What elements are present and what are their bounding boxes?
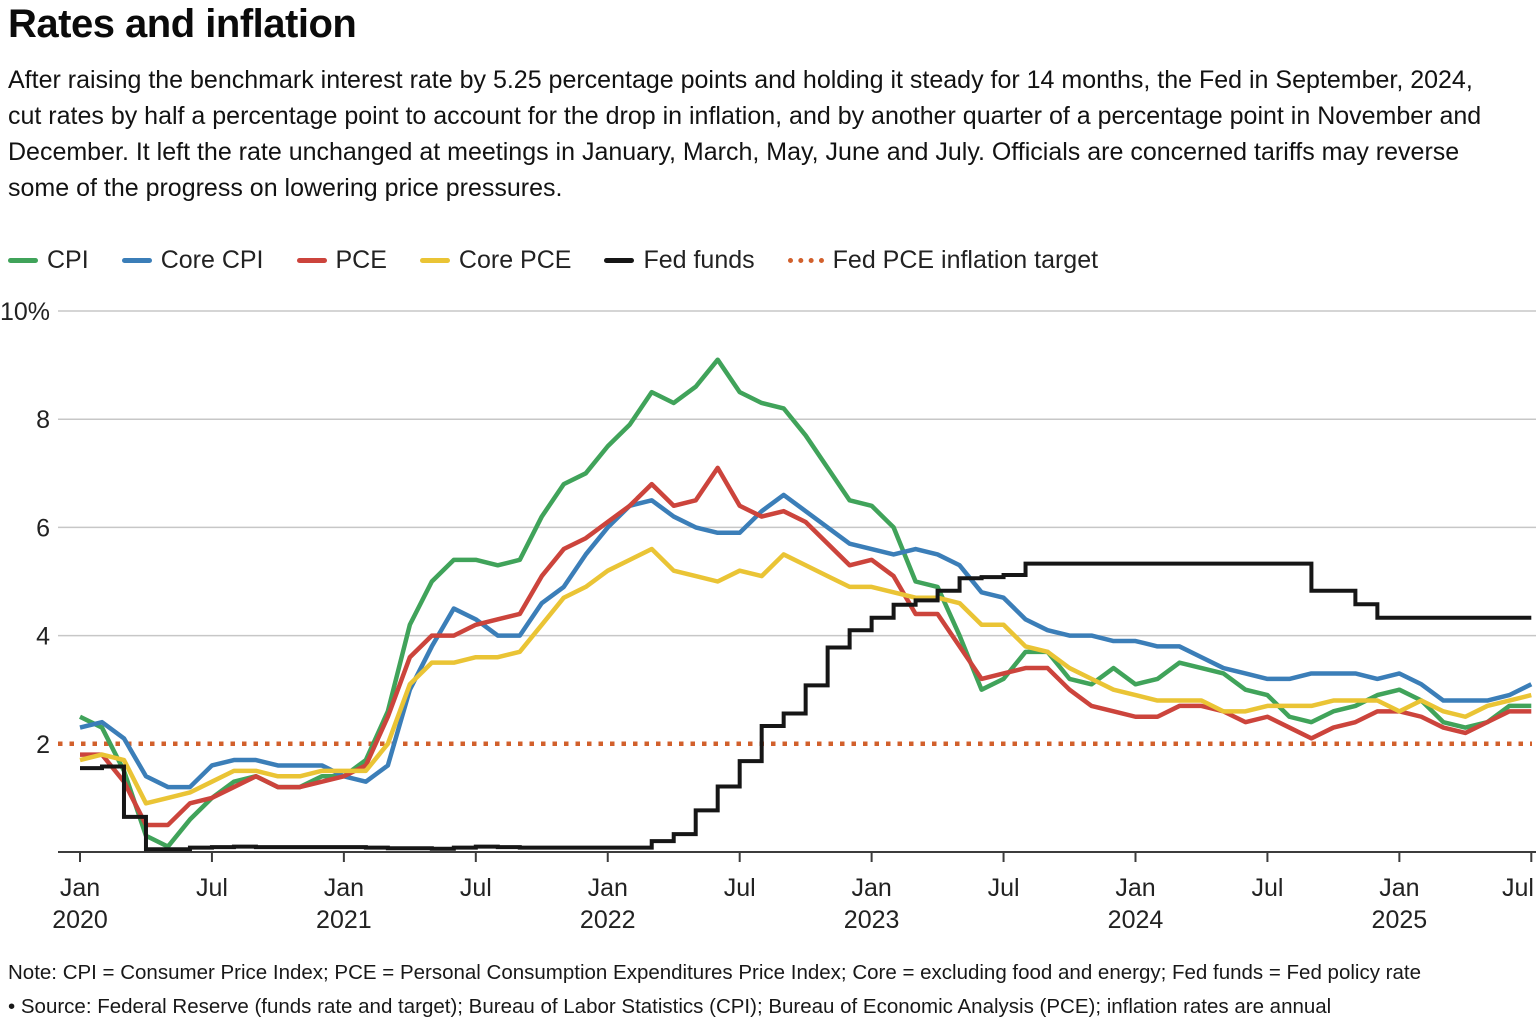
chart-footnotes: Note: CPI = Consumer Price Index; PCE = … <box>8 956 1518 1024</box>
legend-label-cpi: CPI <box>47 246 89 274</box>
chart-description: After raising the benchmark interest rat… <box>8 66 1482 202</box>
rates-and-inflation-chart: 2 4 6 8 10% Jan 2020 Jul Jan 2021 Jul Jan 2022 Jul Jan… <box>0 298 1536 934</box>
legend-label-pce: PCE <box>335 246 387 274</box>
x-axis-year-label: 2022 <box>580 906 636 934</box>
legend-item-core-cpi: Core CPI <box>121 246 264 275</box>
pce-line-icon <box>296 258 327 263</box>
fed-pce-inflation-target-line-icon <box>787 258 824 263</box>
page-title: Rates and inflation <box>8 2 357 46</box>
core-pce-line-icon <box>419 258 450 263</box>
fed-funds-line <box>80 561 1532 852</box>
x-axis-month-label: Jul <box>1502 874 1534 902</box>
core-cpi-line-icon <box>121 258 152 263</box>
legend-label-fed-pce-inflation-target: Fed PCE inflation target <box>832 246 1099 274</box>
x-axis-year-label: 2024 <box>1108 906 1164 934</box>
x-axis-month-label: Jan <box>1115 874 1155 902</box>
legend-label-fed-funds: Fed funds <box>643 246 755 274</box>
footnote-source: • Source: Federal Reserve (funds rate an… <box>8 995 1332 1018</box>
x-axis-year-label: 2023 <box>844 906 900 934</box>
x-axis-month-label: Jan <box>588 874 628 902</box>
x-axis-month-label: Jul <box>460 874 492 902</box>
x-axis-month-label: Jan <box>851 874 891 902</box>
cpi-line-icon <box>8 258 38 263</box>
chart-legend: CPI Core CPI PCE Core PCE Fed funds Fed PCE i… <box>8 246 1098 275</box>
core-cpi-line <box>79 492 1533 790</box>
legend-item-core-pce: Core PCE <box>419 246 572 275</box>
y-axis-label-10: 10% <box>0 298 50 326</box>
pce-line <box>80 465 1532 828</box>
cpi-line <box>79 357 1532 849</box>
x-axis-month-label: Jan <box>1379 874 1419 902</box>
x-axis-month-label: Jul <box>724 874 756 902</box>
x-axis-year-label: 2021 <box>316 906 372 934</box>
x-axis-month-label: Jan <box>60 874 100 902</box>
footnote-note: Note: CPI = Consumer Price Index; PCE = … <box>8 961 1421 984</box>
legend-item-fed-funds: Fed funds <box>604 246 755 275</box>
y-axis-label-8: 8 <box>36 406 50 434</box>
core-pce-line <box>79 546 1532 806</box>
x-axis-month-label: Jul <box>196 874 228 902</box>
x-axis-year-label: 2025 <box>1372 906 1428 934</box>
x-axis-year-label: 2020 <box>52 906 108 934</box>
legend-label-core-pce: Core PCE <box>458 246 572 274</box>
legend-item-pce: PCE <box>296 246 387 275</box>
legend-label-core-cpi: Core CPI <box>160 246 264 274</box>
y-axis-label-4: 4 <box>36 623 50 651</box>
x-axis-month-label: Jul <box>988 874 1020 902</box>
x-axis-month-label: Jul <box>1251 874 1283 902</box>
x-axis-month-label: Jan <box>324 874 364 902</box>
legend-item-fed-pce-inflation-target: Fed PCE inflation target <box>787 246 1099 275</box>
legend-item-cpi: CPI <box>8 246 89 275</box>
fed-funds-line-icon <box>604 258 635 263</box>
y-axis-label-2: 2 <box>36 731 50 759</box>
y-axis-label-6: 6 <box>36 514 50 542</box>
